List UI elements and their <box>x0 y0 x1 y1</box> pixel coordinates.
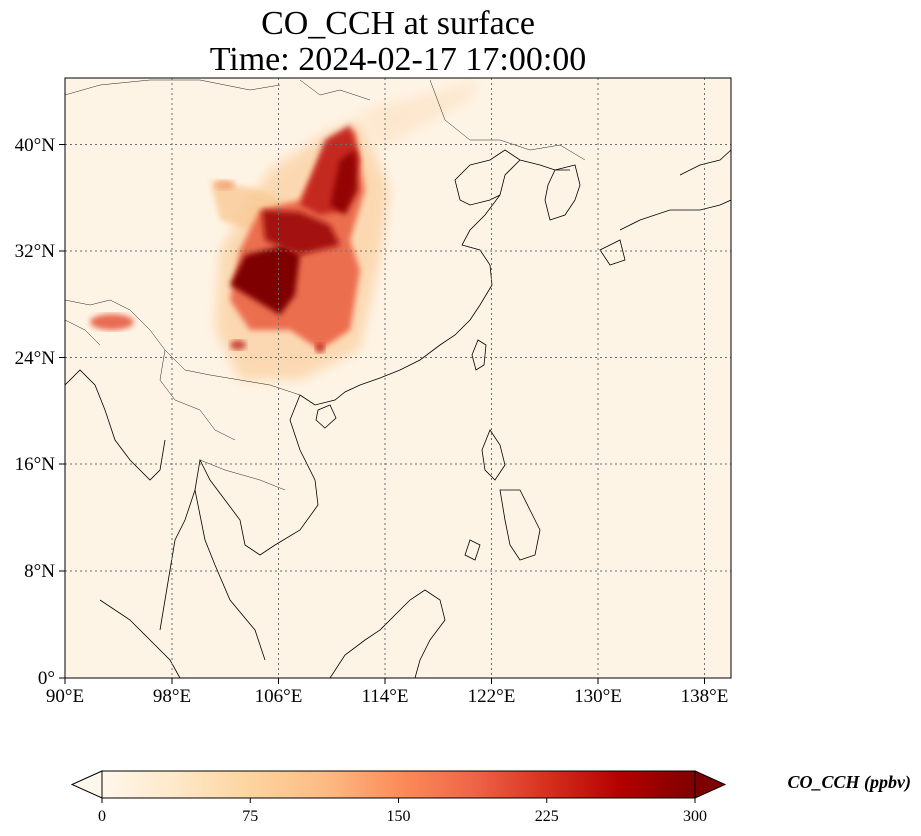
lat-label-16n: 16°N <box>15 454 56 475</box>
lat-label-32n: 32°N <box>15 241 56 262</box>
colorbar-tick-75: 75 <box>242 808 258 825</box>
chart-title-line2: Time: 2024-02-17 17:00:00 <box>209 41 587 78</box>
lat-label-24n: 24°N <box>15 348 56 369</box>
lon-label-114e: 114°E <box>362 686 409 707</box>
chart-title-line1: CO_CCH at surface <box>261 5 535 42</box>
gridlines <box>65 78 731 678</box>
lat-label-40n: 40°N <box>15 135 56 156</box>
colorbar-max-extend <box>694 770 727 799</box>
axis-tick-marks <box>59 144 705 684</box>
colorbar-tick-0: 0 <box>98 808 106 825</box>
colorbar-gradient <box>102 771 695 798</box>
lon-label-130e: 130°E <box>574 686 622 707</box>
lon-label-122e: 122°E <box>468 686 516 707</box>
colorbar-min-extend <box>70 770 103 799</box>
lon-label-106e: 106°E <box>255 686 303 707</box>
colorbar-label: CO_CCH (ppbv) <box>788 772 912 793</box>
colorbar-tick-225: 225 <box>535 808 559 825</box>
colorbar: 0 75 150 225 300 CO_CCH (ppbv) <box>70 770 912 825</box>
coastlines <box>65 149 731 678</box>
lat-label-8n: 8°N <box>24 561 55 582</box>
colorbar-tick-300: 300 <box>683 808 707 825</box>
lon-label-138e: 138°E <box>681 686 729 707</box>
colorbar-tick-150: 150 <box>387 808 411 825</box>
map-frame <box>64 77 732 679</box>
lat-label-0: 0° <box>38 668 55 689</box>
lon-label-90e: 90°E <box>46 686 84 707</box>
lon-label-98e: 98°E <box>153 686 191 707</box>
concentration-field <box>65 78 731 678</box>
